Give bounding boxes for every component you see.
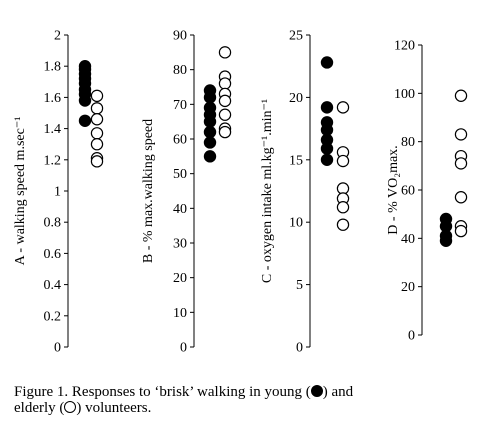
young-point: [439, 234, 453, 247]
y-axis-label: D - % VO₂max.: [386, 145, 401, 234]
y-tick-label: 1.6: [44, 91, 62, 106]
y-tick-label: 25: [289, 29, 303, 44]
y-tick-label: 0: [408, 329, 415, 344]
young-point: [203, 115, 217, 128]
y-tick-label: 40: [401, 232, 415, 247]
young-point: [320, 56, 334, 69]
y-tick-label: 10: [173, 306, 187, 321]
elderly-point: [454, 191, 468, 204]
young-point: [203, 136, 217, 149]
elderly-point: [336, 201, 350, 214]
elderly-point: [218, 94, 232, 108]
y-tick-label: 20: [289, 91, 303, 106]
y-tick-label: 0.2: [44, 309, 62, 324]
elderly-point: [218, 108, 232, 121]
y-tick-label: 90: [173, 29, 187, 44]
y-tick-label: 2: [54, 29, 61, 44]
elderly-point: [454, 89, 468, 102]
elderly-point: [90, 137, 104, 151]
y-axis-label: C - oxygen intake ml.kg⁻¹.min⁻¹: [260, 99, 275, 283]
young-legend-symbol: [310, 385, 323, 397]
y-tick-label: 20: [173, 271, 187, 286]
caption-mid1: ) and: [322, 384, 354, 400]
young-point: [320, 142, 334, 155]
young-point: [78, 114, 92, 128]
elderly-point: [218, 46, 232, 59]
elderly-point: [218, 77, 232, 90]
y-tick-label: 100: [394, 87, 415, 102]
elderly-point: [454, 224, 468, 238]
elderly-point: [336, 218, 350, 231]
y-axis-label: B - % max.walking speed: [141, 119, 156, 263]
y-tick-label: 15: [289, 153, 303, 168]
caption-line2-start: elderly (: [14, 400, 65, 416]
y-tick-label: 40: [173, 202, 187, 217]
y-tick-label: 60: [173, 133, 187, 148]
panel-c: 0 5 10 15 20 25 C - oxygen intake ml.kg⁻¹.min⁻…: [260, 29, 350, 356]
y-tick-label: 0.8: [44, 216, 62, 231]
y-tick-label: 5: [296, 278, 303, 293]
elderly-point: [336, 101, 350, 114]
y-tick-label: 0: [180, 341, 187, 356]
y-tick-label: 120: [394, 39, 415, 54]
y-tick-label: 1.8: [44, 60, 62, 75]
elderly-point: [218, 125, 232, 139]
young-point: [203, 125, 217, 139]
young-point: [320, 101, 334, 114]
young-point: [203, 91, 217, 104]
panel-b: 0 10 20 30 40 50 60 70 80 90 B - % max.walking spe…: [141, 29, 232, 356]
y-tick-label: 50: [173, 167, 187, 182]
elderly-point: [90, 113, 104, 126]
y-tick-label: 20: [401, 280, 415, 295]
young-point: [203, 150, 217, 163]
y-tick-label: 1.4: [44, 122, 62, 137]
young-point: [78, 94, 92, 107]
y-tick-label: 0: [296, 341, 303, 356]
caption-line2-end: ) volunteers.: [76, 400, 152, 416]
elderly-point: [454, 128, 468, 141]
y-tick-label: 0.6: [44, 247, 62, 262]
young-point: [320, 153, 334, 166]
y-axis-label: A - walking speed m.sec⁻¹: [13, 117, 28, 266]
y-tick-label: 1: [54, 185, 61, 200]
elderly-point: [336, 154, 350, 168]
y-tick-label: 10: [289, 216, 303, 231]
elderly-point: [90, 89, 104, 103]
y-tick-label: 0.4: [44, 278, 62, 293]
panel-a: 0 0.2 0.4 0.6 0.8 1 1.2 1.4 1.6 1.8 2 A - walking s…: [13, 29, 104, 356]
y-tick-label: 60: [401, 184, 415, 199]
panel-d: 0 20 40 60 80 100 120 D - % VO₂max.: [386, 39, 468, 344]
y-tick-label: 70: [173, 98, 187, 113]
caption-line1: Figure 1. Responses to ‘brisk’ walking i…: [14, 384, 311, 400]
elderly-point: [90, 102, 104, 115]
elderly-point: [90, 155, 104, 168]
y-tick-label: 1.2: [44, 153, 62, 168]
elderly-point: [454, 157, 468, 170]
elderly-legend-symbol: [64, 401, 77, 413]
figure-caption: Figure 1. Responses to ‘brisk’ walking i…: [14, 384, 482, 416]
elderly-point: [90, 127, 104, 140]
y-tick-label: 0: [54, 341, 61, 356]
y-tick-label: 30: [173, 237, 187, 252]
y-tick-label: 80: [401, 135, 415, 150]
y-tick-label: 80: [173, 63, 187, 78]
